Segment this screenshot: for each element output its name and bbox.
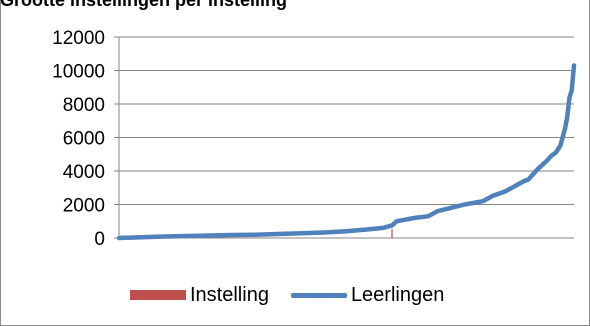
legend-item-instelling: Instelling	[130, 284, 269, 307]
legend-swatch-leerlingen	[290, 292, 347, 298]
series-line-leerlingen	[116, 63, 577, 241]
y-tick-label: 6000	[63, 129, 105, 150]
legend-swatch-instelling	[130, 290, 186, 300]
legend-item-leerlingen: Leerlingen	[290, 283, 445, 307]
chart-title: Grootte instellingen per instelling	[0, 0, 288, 10]
legend-label-instelling: Instelling	[190, 283, 269, 306]
legend: Instelling Leerlingen	[130, 280, 444, 310]
y-tick-label: 2000	[63, 196, 105, 217]
y-tick-label: 4000	[63, 162, 105, 183]
y-tick-label: 8000	[63, 95, 105, 116]
y-tick-label: 12000	[52, 28, 105, 49]
y-tick-label: 10000	[52, 62, 105, 83]
bar-instelling	[391, 228, 393, 238]
y-tick-label: 0	[94, 229, 105, 250]
legend-label-leerlingen: Leerlingen	[350, 283, 445, 306]
